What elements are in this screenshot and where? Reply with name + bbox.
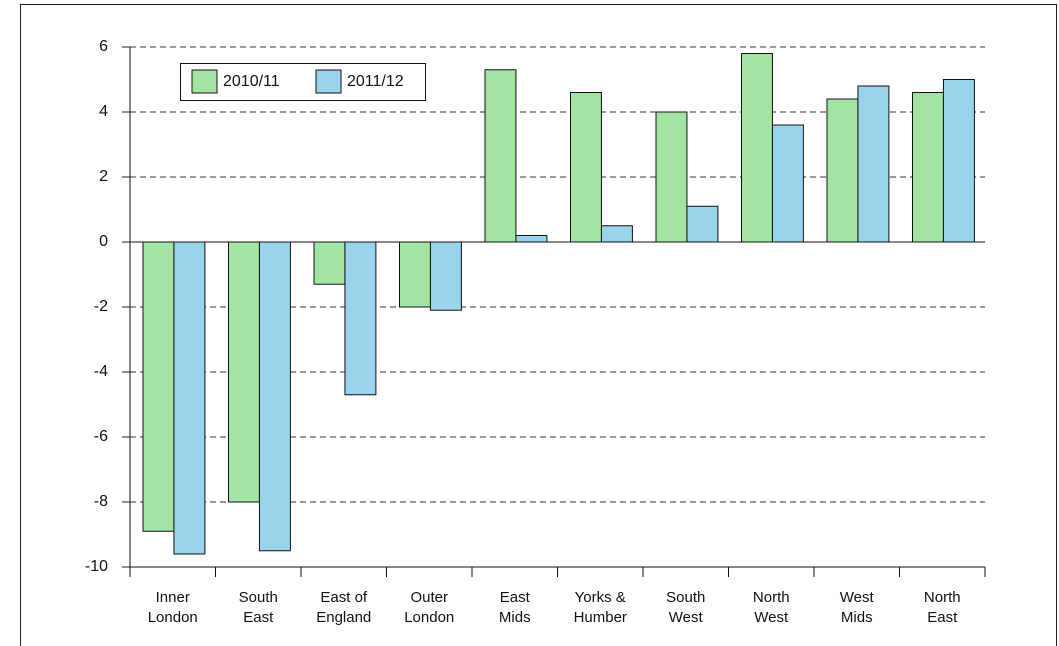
- bar: [771, 124, 804, 243]
- bar: [655, 111, 688, 243]
- bar: [911, 92, 944, 243]
- y-tick-label: 0: [99, 233, 108, 250]
- bar: [484, 69, 517, 243]
- legend-swatch: [191, 69, 218, 94]
- y-tick-label: 6: [99, 38, 108, 55]
- bar: [429, 241, 462, 311]
- y-tick-label: -2: [94, 298, 108, 315]
- bar: [227, 241, 260, 503]
- bar: [942, 79, 975, 243]
- y-tick-label: 4: [99, 103, 108, 120]
- x-tick-label: East of England: [316, 589, 372, 626]
- bar: [313, 241, 346, 285]
- bar: [515, 235, 548, 243]
- y-tick-label: -6: [94, 428, 108, 445]
- x-tick-label: Inner London: [147, 589, 198, 626]
- y-tick-label: -8: [94, 493, 108, 510]
- x-tick-label: Yorks & Humber: [573, 589, 627, 626]
- legend-label: 2010/11: [223, 73, 280, 90]
- x-tick-label: South East: [238, 589, 278, 626]
- x-tick-label: East Mids: [498, 589, 531, 626]
- bar: [258, 241, 291, 552]
- x-tick-label: West Mids: [839, 589, 874, 626]
- y-tick-label: -4: [94, 363, 108, 380]
- bar: [344, 241, 377, 396]
- x-tick-label: Outer London: [404, 589, 455, 626]
- x-tick-label: North West: [752, 589, 790, 626]
- legend-box: [180, 63, 426, 101]
- bar: [857, 85, 890, 243]
- legend-swatch: [315, 69, 342, 94]
- bar: [740, 53, 773, 243]
- bar: [142, 241, 175, 532]
- y-tick-label: 2: [99, 168, 108, 185]
- x-tick-label: North East: [923, 589, 961, 626]
- bar: [600, 225, 633, 243]
- frame: [20, 4, 1057, 646]
- bar: [173, 241, 206, 555]
- bar: [686, 205, 719, 243]
- y-tick-label: -10: [85, 558, 108, 575]
- bar: [569, 92, 602, 243]
- bar: [398, 241, 431, 308]
- bar: [826, 98, 859, 243]
- legend-label: 2011/12: [347, 73, 404, 90]
- x-tick-label: South West: [666, 589, 706, 626]
